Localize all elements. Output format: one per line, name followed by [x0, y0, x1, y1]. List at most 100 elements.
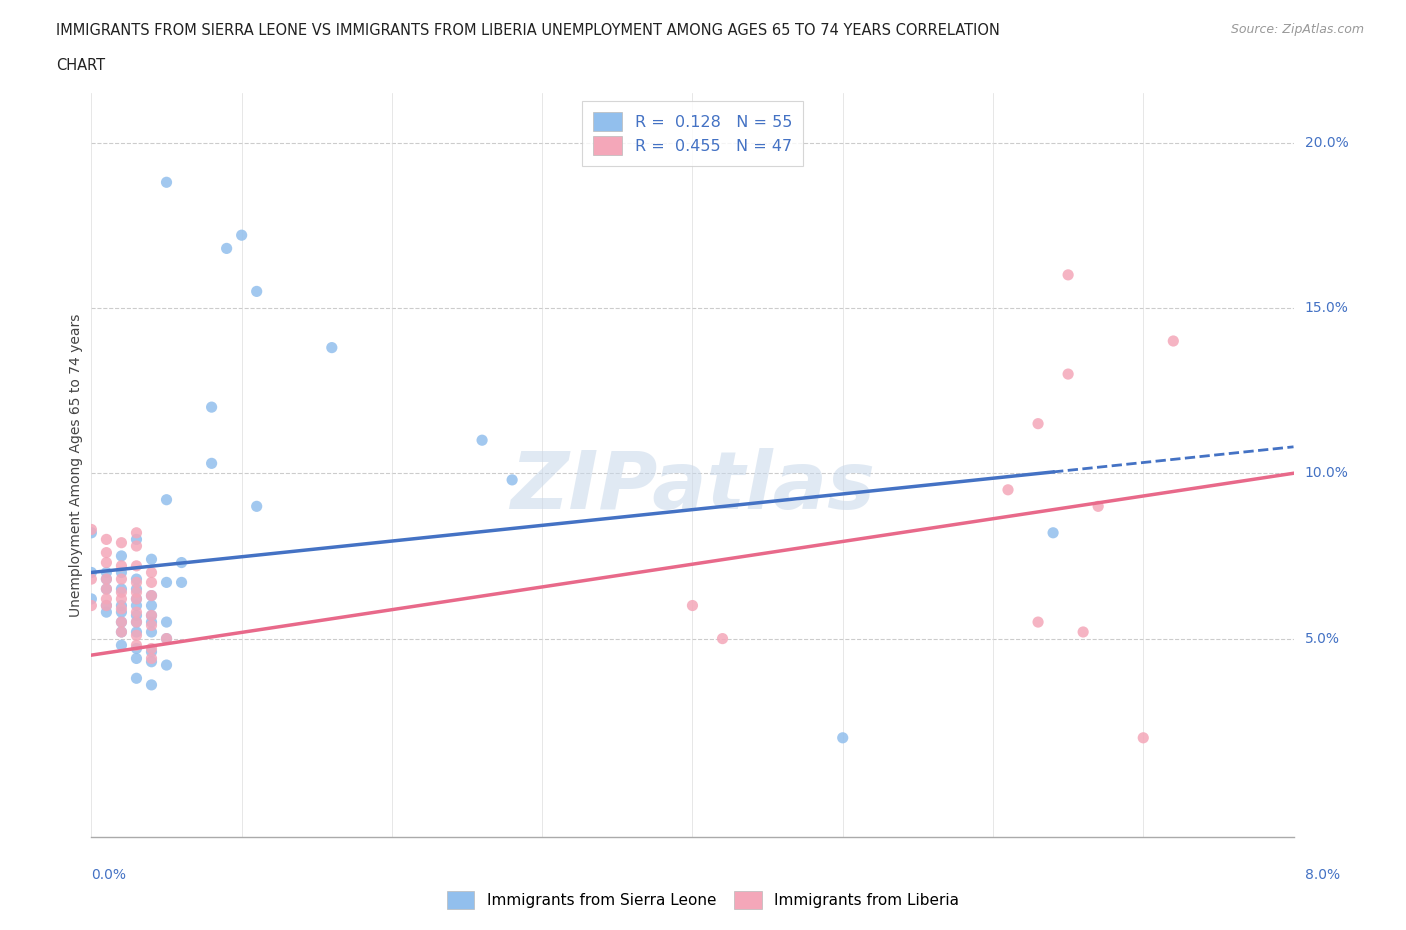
Point [110, 615, 132, 630]
Point [201, 456, 224, 471]
Point [201, 400, 224, 415]
Point [110, 572, 132, 587]
Point [110, 638, 132, 653]
Point [170, 555, 193, 570]
Point [1026, 615, 1049, 630]
Point [110, 615, 132, 630]
Point [125, 581, 148, 596]
Point [96, 572, 118, 587]
Text: ZIPatlas: ZIPatlas [510, 448, 875, 526]
Point [125, 532, 148, 547]
Text: 20.0%: 20.0% [1305, 136, 1348, 150]
Point [125, 572, 148, 587]
Point [141, 615, 163, 630]
Point [141, 551, 163, 566]
Point [125, 538, 148, 553]
Point [110, 625, 132, 640]
Point [141, 608, 163, 623]
Point [141, 677, 163, 692]
Point [110, 536, 132, 551]
Point [1057, 366, 1080, 381]
Point [125, 608, 148, 623]
Point [681, 598, 703, 613]
Point [96, 598, 118, 613]
Point [155, 615, 177, 630]
Text: CHART: CHART [56, 58, 105, 73]
Point [80, 565, 103, 580]
Point [80, 522, 103, 537]
Point [141, 625, 163, 640]
Point [141, 655, 163, 670]
Point [125, 591, 148, 606]
Point [155, 492, 177, 507]
Point [110, 625, 132, 640]
Text: Source: ZipAtlas.com: Source: ZipAtlas.com [1230, 23, 1364, 36]
Point [141, 588, 163, 603]
Point [155, 631, 177, 646]
Point [246, 498, 269, 513]
Point [141, 588, 163, 603]
Point [1132, 730, 1154, 745]
Point [125, 558, 148, 573]
Point [125, 671, 148, 685]
Point [110, 602, 132, 617]
Text: 0.0%: 0.0% [91, 868, 127, 882]
Point [1071, 625, 1094, 640]
Point [471, 432, 494, 447]
Point [155, 631, 177, 646]
Point [96, 604, 118, 619]
Point [110, 585, 132, 600]
Point [80, 525, 103, 540]
Point [1087, 498, 1109, 513]
Point [110, 591, 132, 606]
Point [155, 175, 177, 190]
Text: 10.0%: 10.0% [1305, 466, 1348, 480]
Point [96, 598, 118, 613]
Point [125, 604, 148, 619]
Point [80, 598, 103, 613]
Point [110, 558, 132, 573]
Point [231, 228, 253, 243]
Point [96, 572, 118, 587]
Point [80, 572, 103, 587]
Text: 8.0%: 8.0% [1305, 868, 1340, 882]
Point [1042, 525, 1064, 540]
Point [997, 483, 1019, 498]
Point [110, 565, 132, 580]
Point [141, 651, 163, 666]
Point [141, 618, 163, 632]
Point [125, 575, 148, 590]
Point [501, 472, 523, 487]
Point [96, 555, 118, 570]
Point [96, 532, 118, 547]
Point [96, 591, 118, 606]
Point [125, 585, 148, 600]
Point [125, 641, 148, 656]
Point [170, 575, 193, 590]
Point [96, 545, 118, 560]
Point [215, 241, 238, 256]
Point [141, 641, 163, 656]
Point [110, 581, 132, 596]
Point [831, 730, 853, 745]
Text: IMMIGRANTS FROM SIERRA LEONE VS IMMIGRANTS FROM LIBERIA UNEMPLOYMENT AMONG AGES : IMMIGRANTS FROM SIERRA LEONE VS IMMIGRAN… [56, 23, 1000, 38]
Point [155, 658, 177, 672]
Text: 15.0%: 15.0% [1305, 301, 1348, 315]
Legend: Immigrants from Sierra Leone, Immigrants from Liberia: Immigrants from Sierra Leone, Immigrants… [447, 891, 959, 909]
Point [125, 591, 148, 606]
Point [110, 549, 132, 564]
Point [141, 608, 163, 623]
Point [125, 615, 148, 630]
Point [125, 628, 148, 643]
Point [141, 565, 163, 580]
Point [80, 591, 103, 606]
Point [1057, 268, 1080, 283]
Point [711, 631, 734, 646]
Point [125, 525, 148, 540]
Point [96, 581, 118, 596]
Point [125, 598, 148, 613]
Point [246, 284, 269, 299]
Point [1161, 334, 1184, 349]
Point [96, 565, 118, 580]
Point [141, 644, 163, 659]
